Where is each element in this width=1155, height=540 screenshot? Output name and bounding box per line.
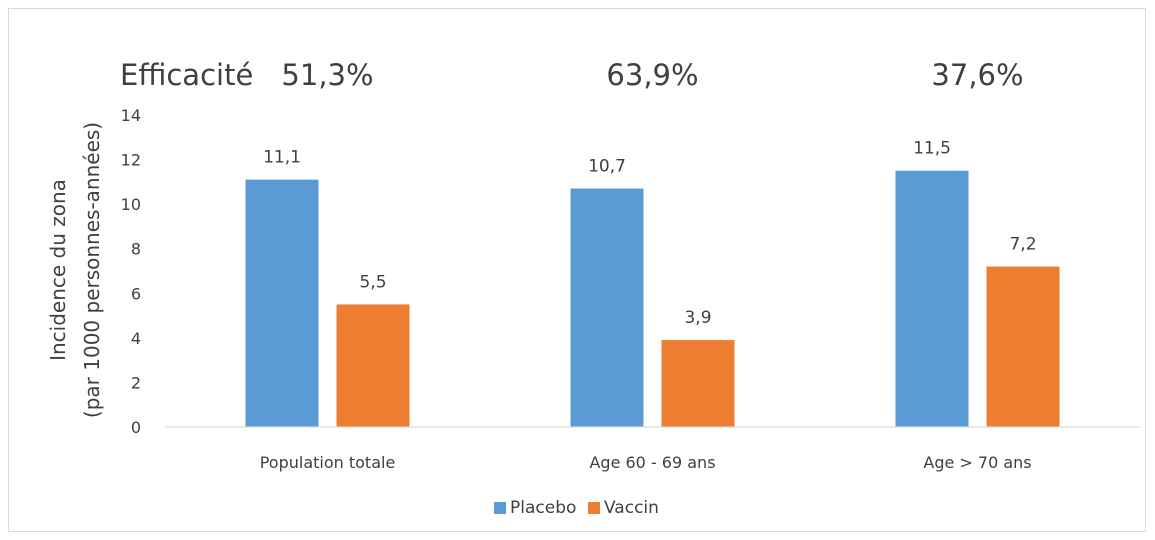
bar-vaccin xyxy=(661,340,735,427)
x-tick-label: Age > 70 ans xyxy=(923,453,1031,472)
y-axis-label-line2: (par 1000 personnes-années) xyxy=(80,122,104,418)
y-tick-label: 0 xyxy=(131,418,141,437)
y-tick-label: 12 xyxy=(121,151,141,170)
x-axis-labels: Population totale Age 60 - 69 ans Age > 70… xyxy=(260,453,1032,472)
bar-placebo xyxy=(245,179,319,427)
bar-placebo xyxy=(570,188,644,427)
y-tick-label: 10 xyxy=(121,195,141,214)
efficacy-value: 63,9% xyxy=(606,58,698,92)
y-axis-title: Incidence du zona (par 1000 personnes-an… xyxy=(46,122,104,418)
x-tick-label: Age 60 - 69 ans xyxy=(589,453,715,472)
data-label-placebo: 11,5 xyxy=(913,139,951,159)
y-tick-label: 2 xyxy=(131,373,141,392)
data-label-placebo: 10,7 xyxy=(588,157,626,177)
data-label-vaccin: 5,5 xyxy=(359,272,386,292)
data-label-vaccin: 3,9 xyxy=(684,308,711,328)
efficacy-value: 51,3% xyxy=(281,58,373,92)
bar-vaccin xyxy=(986,266,1060,427)
legend-label-vaccin: Vaccin xyxy=(604,498,659,518)
efficacy-title: Efficacité xyxy=(120,58,253,92)
y-tick-label: 6 xyxy=(131,284,141,303)
data-label-vaccin: 7,2 xyxy=(1009,235,1036,255)
legend-swatch-vaccin xyxy=(588,502,600,514)
bar-placebo xyxy=(895,170,969,427)
y-tick-label: 4 xyxy=(131,329,141,348)
data-label-placebo: 11,1 xyxy=(263,148,301,168)
legend: Placebo Vaccin xyxy=(494,498,659,518)
bars: 11,1 5,5 10,7 3,9 11,5 7,2 xyxy=(245,139,1060,427)
efficacy-annotations: Efficacité 51,3% 63,9% 37,6% xyxy=(120,58,1024,92)
legend-label-placebo: Placebo xyxy=(510,498,576,518)
legend-swatch-placebo xyxy=(494,502,506,514)
y-axis-ticks: 0 2 4 6 8 10 12 14 xyxy=(121,106,141,437)
y-axis-label: Incidence du zona xyxy=(46,179,70,361)
bar-vaccin xyxy=(336,304,410,427)
y-tick-label: 8 xyxy=(131,240,141,259)
efficacy-value: 37,6% xyxy=(931,58,1023,92)
y-tick-label: 14 xyxy=(121,106,141,125)
x-tick-label: Population totale xyxy=(260,453,396,472)
